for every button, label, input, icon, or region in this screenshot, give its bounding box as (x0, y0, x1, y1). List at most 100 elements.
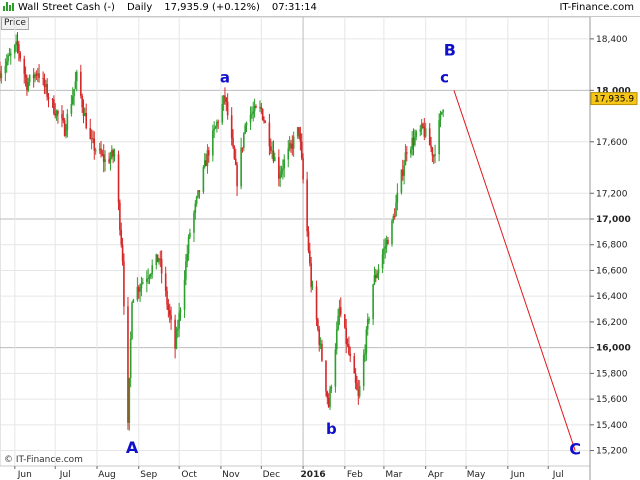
candle-body (334, 349, 337, 387)
last-price-change: 17,935.9 (+0.12%) (164, 2, 260, 13)
site-name: IT-Finance.com (559, 2, 634, 13)
candle-body (268, 122, 271, 147)
candle-body (309, 250, 311, 264)
candle-body (292, 136, 295, 149)
candle-body (61, 114, 63, 119)
candle-body (70, 104, 73, 115)
header-info: Wall Street Cash (-) Daily 17,935.9 (+0.12… (3, 2, 317, 13)
x-tick-label: Sep (140, 470, 157, 480)
candle-body (136, 286, 139, 300)
y-tick-label: 17,000 (596, 215, 631, 225)
candle-body (141, 282, 144, 284)
candle-body (403, 165, 405, 176)
candle-body (302, 158, 304, 180)
candle-body (414, 136, 416, 146)
candle-body (158, 258, 160, 263)
y-tick-label: 16,200 (596, 318, 628, 328)
candle-body (377, 268, 380, 274)
candle-body (430, 145, 432, 148)
candle-body (222, 95, 225, 104)
candle-body (98, 148, 101, 151)
candle-body (423, 126, 426, 137)
candle-body (206, 150, 209, 167)
candle-body (442, 109, 444, 112)
candle-body (43, 78, 46, 87)
x-tick-label: Jun (17, 470, 32, 480)
candle-body (177, 328, 179, 331)
candle-body (185, 261, 187, 280)
candle-body (139, 288, 141, 292)
candle-body (187, 237, 190, 254)
candle-body (272, 150, 275, 162)
x-tick-label: Mar (385, 470, 402, 480)
candle-body (80, 71, 82, 96)
candle-body (16, 41, 19, 45)
candle-body (349, 353, 352, 357)
candle-body (74, 81, 77, 90)
y-tick-label: 16,600 (596, 266, 628, 276)
candle-body (24, 73, 27, 78)
wave-label-C: C (569, 439, 581, 458)
candle-body (366, 319, 369, 330)
candle-body (5, 61, 8, 67)
candle-body (348, 344, 350, 354)
candle-body (53, 99, 55, 114)
candle-body (311, 286, 314, 288)
candle-body (387, 239, 389, 245)
wave-labels: Aa b Bc C (126, 41, 581, 459)
candle-body (291, 143, 294, 149)
candle-body (35, 74, 38, 76)
candle-body (255, 106, 257, 108)
y-tick-label: 16,800 (596, 241, 628, 251)
candle-body (252, 111, 255, 114)
candle-body (123, 261, 125, 307)
candle-body (120, 229, 123, 245)
candle-body (385, 239, 388, 247)
candle-body (288, 143, 291, 149)
candle-body (373, 275, 376, 285)
candlestick-icon (3, 2, 14, 11)
candle-body (287, 148, 290, 160)
candle-body (15, 41, 17, 46)
candle-body (186, 253, 189, 262)
candle-body (283, 159, 286, 169)
candle-body (439, 113, 442, 121)
candle-body (432, 155, 435, 157)
candle-body (415, 131, 418, 137)
candle-body (66, 114, 69, 131)
candle-body (230, 115, 233, 139)
projection-line (453, 90, 576, 451)
candle-body (245, 122, 248, 126)
candle-body (383, 248, 385, 255)
candle-body (315, 286, 318, 320)
x-tick-label: May (467, 470, 486, 480)
y-tick-label: 16,000 (596, 344, 631, 354)
candle-body (195, 196, 198, 204)
candle-body (137, 286, 140, 292)
candle-body (146, 278, 148, 283)
candle-body (376, 273, 378, 278)
candle-body (226, 101, 229, 116)
candle-body (298, 127, 300, 134)
candle-body (23, 58, 26, 74)
candle-body (167, 304, 170, 311)
x-tick-label: 2016 (301, 470, 326, 480)
candle-body (147, 277, 149, 279)
candle-body (358, 386, 361, 397)
candle-body (101, 154, 104, 156)
candle-body (412, 137, 415, 146)
candle-body (128, 378, 131, 423)
candle-body (34, 74, 36, 79)
candle-body (127, 306, 129, 423)
candle-body (326, 391, 329, 398)
candle-body (356, 382, 358, 390)
wave-label-b: b (326, 420, 337, 438)
candle-body (84, 113, 86, 116)
candle-body (197, 190, 199, 197)
candle-body (344, 314, 346, 328)
candle-body (392, 216, 395, 221)
candle-body (424, 128, 427, 137)
x-axis: Jun Jul Aug Sep Oct Nov Dec 2016 Feb Mar Apr May Jun… (14, 466, 564, 480)
candle-body (156, 254, 159, 263)
candle-body (221, 103, 224, 123)
